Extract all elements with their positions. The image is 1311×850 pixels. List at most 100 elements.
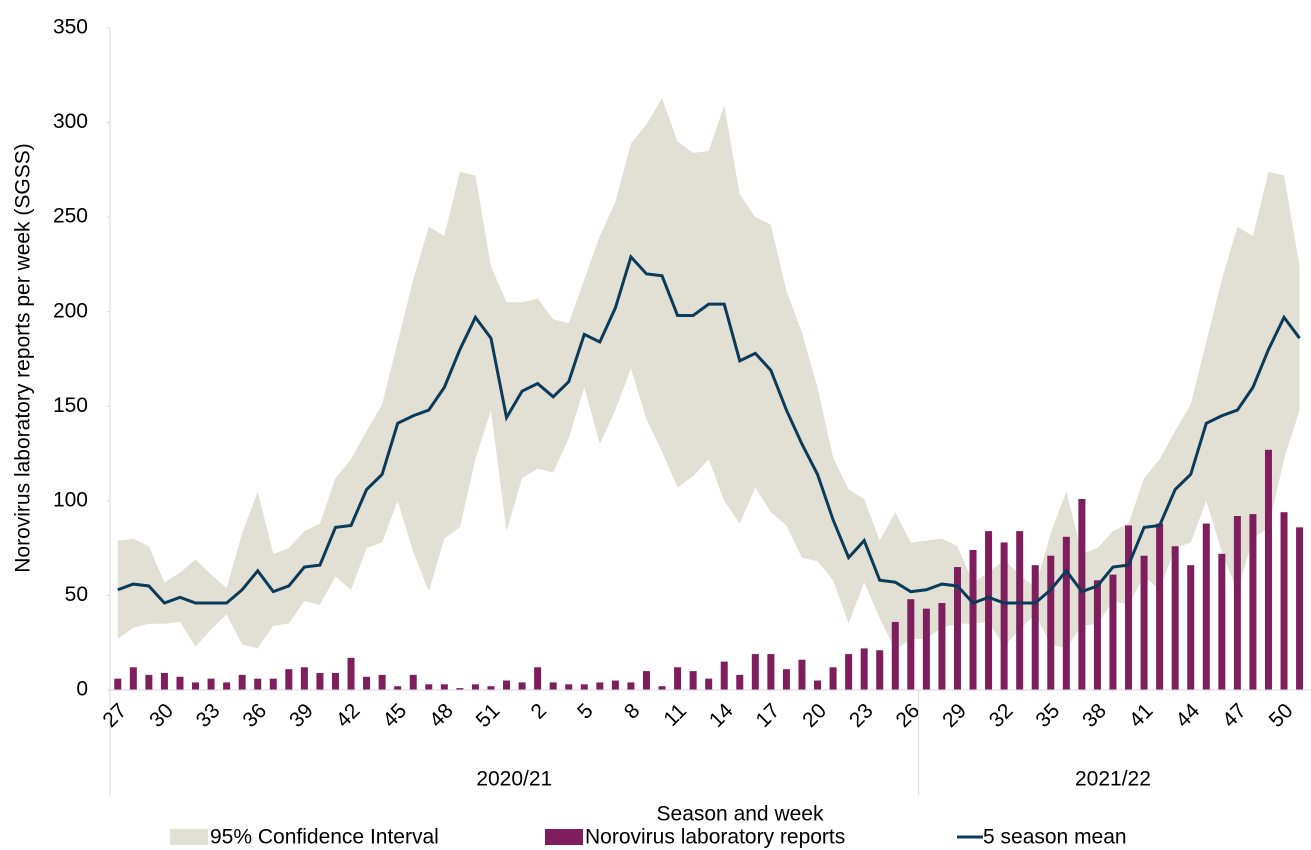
bar	[782, 669, 790, 690]
mean-line	[117, 253, 1301, 605]
bar	[1171, 546, 1179, 690]
legend-label: 95% Confidence Interval	[210, 826, 439, 849]
bar	[611, 680, 619, 690]
x-tick-label: 39	[285, 699, 318, 732]
x-tick-label: 17	[752, 699, 785, 732]
bar	[689, 671, 697, 690]
x-tick-label: 30	[145, 699, 178, 732]
y-tick-label: 50	[65, 583, 88, 606]
bar	[1109, 574, 1117, 690]
bar	[658, 686, 666, 690]
legend-label: 5 season mean	[983, 826, 1127, 849]
legend-swatch	[545, 829, 583, 845]
bar	[440, 684, 448, 690]
x-tick-label: 14	[705, 699, 738, 732]
bar	[409, 674, 417, 690]
bar	[1016, 531, 1024, 690]
bar	[487, 686, 495, 690]
x-tick-label: 44	[1171, 699, 1204, 732]
legend-swatch	[170, 829, 208, 845]
x-tick-label: 36	[238, 699, 271, 732]
bar	[829, 667, 837, 690]
bar	[176, 676, 184, 690]
x-axis-label: Season and week	[657, 803, 824, 826]
x-tick-label: 20	[798, 699, 831, 732]
x-tick-label: 32	[985, 699, 1018, 732]
bar	[503, 680, 511, 690]
bar	[456, 688, 464, 690]
bar	[985, 531, 993, 690]
bar	[1202, 523, 1210, 690]
x-tick-label: 33	[192, 699, 225, 732]
x-tick-label: 29	[938, 699, 971, 732]
bar	[518, 682, 526, 690]
y-axis-label: Norovirus laboratory reports per week (S…	[12, 143, 35, 573]
y-tick-label: 350	[53, 16, 88, 39]
bar	[145, 674, 153, 690]
x-tick-label: 50	[1265, 699, 1298, 732]
bar	[300, 667, 308, 690]
bar	[192, 682, 200, 690]
x-tick-label: 45	[378, 699, 411, 732]
y-tick-label: 100	[53, 488, 88, 511]
bar	[596, 682, 604, 690]
bar	[1031, 565, 1039, 690]
bar	[549, 682, 557, 690]
bar	[736, 674, 744, 690]
bar	[953, 567, 961, 690]
bar	[114, 678, 122, 690]
bar	[845, 654, 853, 690]
bar	[876, 650, 884, 690]
bar	[269, 678, 277, 690]
x-tick-label: 27	[98, 699, 131, 732]
bar	[1280, 512, 1288, 690]
bar	[1000, 542, 1008, 690]
bar	[580, 684, 588, 690]
bar	[642, 671, 650, 690]
bar	[394, 686, 402, 690]
bar	[1296, 527, 1304, 690]
bar	[534, 667, 542, 690]
bar	[331, 672, 339, 690]
bar	[798, 659, 806, 690]
x-tick-label: 42	[332, 699, 365, 732]
bar	[254, 678, 262, 690]
bar	[1078, 498, 1086, 690]
confidence-band	[117, 97, 1300, 651]
bar	[378, 674, 386, 690]
bar	[705, 678, 713, 690]
y-tick-label: 200	[53, 299, 88, 322]
y-tick-label: 300	[53, 110, 88, 133]
bar	[627, 682, 635, 690]
bar	[363, 676, 371, 690]
bar	[1062, 536, 1070, 690]
bar	[471, 684, 479, 690]
bar	[1125, 525, 1133, 690]
bar	[207, 678, 215, 690]
y-tick-label: 0	[76, 678, 88, 701]
bar	[425, 684, 433, 690]
bar	[767, 654, 775, 690]
bar	[751, 654, 759, 690]
bar	[1249, 514, 1257, 690]
bar	[1264, 449, 1272, 690]
bar	[565, 684, 573, 690]
x-tick-label: 38	[1078, 699, 1111, 732]
bar	[674, 667, 682, 690]
bar	[938, 602, 946, 690]
bar	[1233, 515, 1241, 690]
bar	[814, 680, 822, 690]
bar	[316, 672, 324, 690]
bar	[285, 669, 293, 690]
bar	[891, 621, 899, 690]
bar	[1187, 565, 1195, 690]
x-tick-label: 5	[573, 699, 598, 724]
x-tick-label: 48	[425, 699, 458, 732]
bar	[720, 661, 728, 690]
bar	[1047, 555, 1055, 690]
x-tick-label: 41	[1125, 699, 1158, 732]
y-tick-label: 250	[53, 205, 88, 228]
bar	[860, 648, 868, 690]
bar	[160, 672, 168, 690]
